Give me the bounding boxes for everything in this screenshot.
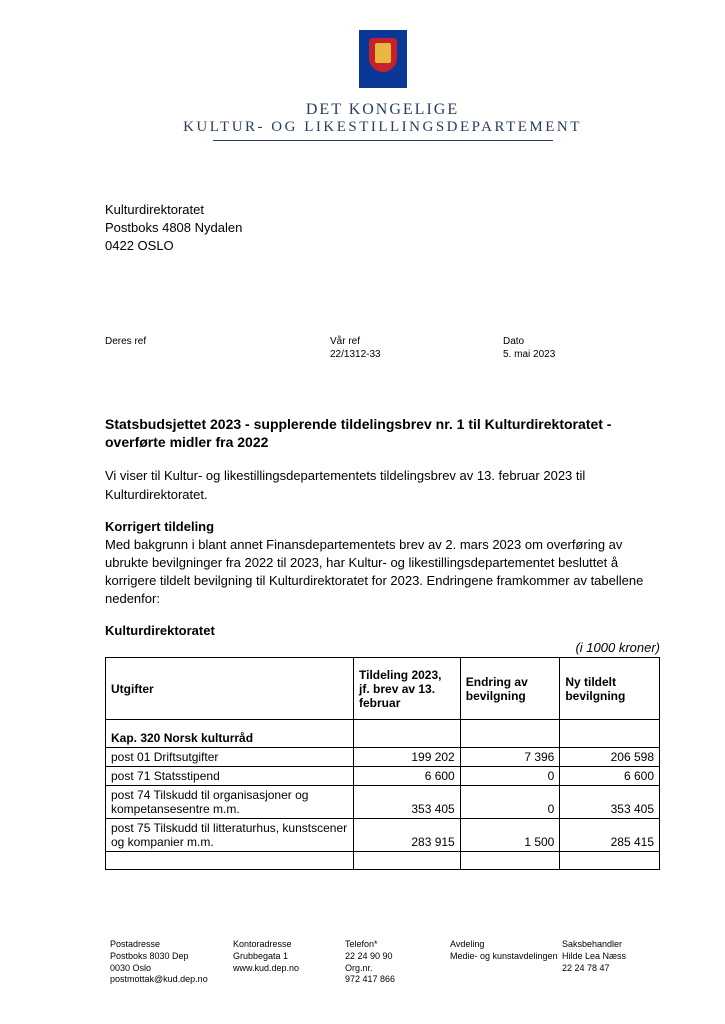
- footer-kontoradresse: Kontoradresse Grubbegata 1 www.kud.dep.n…: [233, 939, 345, 986]
- th-tildeling: Tildeling 2023, jf. brev av 13. februar: [354, 658, 461, 720]
- table-row: post 71 Statsstipend 6 600 0 6 600: [106, 767, 660, 786]
- row-desc: post 71 Statsstipend: [106, 767, 354, 786]
- table-empty-row: [106, 852, 660, 870]
- row-val-b: 1 500: [460, 819, 560, 852]
- row-val-b: 7 396: [460, 748, 560, 767]
- table-row: post 01 Driftsutgifter 199 202 7 396 206…: [106, 748, 660, 767]
- section-label: Kap. 320 Norsk kulturråd: [106, 720, 354, 748]
- section-body-korrigert: Med bakgrunn i blant annet Finansdeparte…: [105, 536, 660, 609]
- row-val-a: 283 915: [354, 819, 461, 852]
- budget-table: Utgifter Tildeling 2023, jf. brev av 13.…: [105, 657, 660, 870]
- table-row: post 74 Tilskudd til organisasjoner og k…: [106, 786, 660, 819]
- row-val-c: 206 598: [560, 748, 660, 767]
- table-unit-note: (i 1000 kroner): [105, 640, 660, 655]
- row-val-a: 6 600: [354, 767, 461, 786]
- var-ref-label: Vår ref: [330, 336, 503, 347]
- row-val-c: 353 405: [560, 786, 660, 819]
- row-val-c: 285 415: [560, 819, 660, 852]
- logo-line-1: DET KONGELIGE: [105, 101, 660, 119]
- row-val-a: 199 202: [354, 748, 461, 767]
- row-desc: post 75 Tilskudd til litteraturhus, kuns…: [106, 819, 354, 852]
- th-utgifter: Utgifter: [106, 658, 354, 720]
- recipient-name: Kulturdirektoratet: [105, 201, 660, 219]
- row-desc: post 74 Tilskudd til organisasjoner og k…: [106, 786, 354, 819]
- th-ny: Ny tildelt bevilgning: [560, 658, 660, 720]
- recipient-block: Kulturdirektoratet Postboks 4808 Nydalen…: [105, 201, 660, 256]
- footer-block: Postadresse Postboks 8030 Dep 0030 Oslo …: [110, 939, 660, 986]
- table-heading: Kulturdirektoratet: [105, 623, 660, 638]
- logo-line-2: KULTUR- OG LIKESTILLINGSDEPARTEMENT: [105, 119, 660, 136]
- section-heading-korrigert: Korrigert tildeling: [105, 519, 660, 534]
- document-title: Statsbudsjettet 2023 - supplerende tilde…: [105, 415, 660, 453]
- recipient-street: Postboks 4808 Nydalen: [105, 219, 660, 237]
- footer-telefon: Telefon* 22 24 90 90 Org.nr. 972 417 866: [345, 939, 450, 986]
- row-desc: post 01 Driftsutgifter: [106, 748, 354, 767]
- footer-postadresse: Postadresse Postboks 8030 Dep 0030 Oslo …: [110, 939, 233, 986]
- row-val-c: 6 600: [560, 767, 660, 786]
- footer-saksbehandler: Saksbehandler Hilde Lea Næss 22 24 78 47: [562, 939, 626, 986]
- var-ref-value: 22/1312-33: [330, 349, 503, 360]
- row-val-b: 0: [460, 767, 560, 786]
- footer-avdeling: Avdeling Medie- og kunstavdelingen: [450, 939, 562, 986]
- row-val-a: 353 405: [354, 786, 461, 819]
- dato-label: Dato: [503, 336, 555, 347]
- coat-of-arms-icon: [359, 30, 407, 88]
- intro-paragraph: Vi viser til Kultur- og likestillingsdep…: [105, 467, 660, 503]
- row-val-b: 0: [460, 786, 560, 819]
- reference-row: Deres ref Vår ref 22/1312-33 Dato 5. mai…: [105, 336, 660, 360]
- dato-value: 5. mai 2023: [503, 349, 555, 360]
- table-row: post 75 Tilskudd til litteraturhus, kuns…: [106, 819, 660, 852]
- deres-ref-label: Deres ref: [105, 336, 330, 347]
- recipient-city: 0422 OSLO: [105, 237, 660, 255]
- table-section-row: Kap. 320 Norsk kulturråd: [106, 720, 660, 748]
- department-logo: DET KONGELIGE KULTUR- OG LIKESTILLINGSDE…: [105, 30, 660, 141]
- logo-underline: [213, 140, 553, 141]
- th-endring: Endring av bevilgning: [460, 658, 560, 720]
